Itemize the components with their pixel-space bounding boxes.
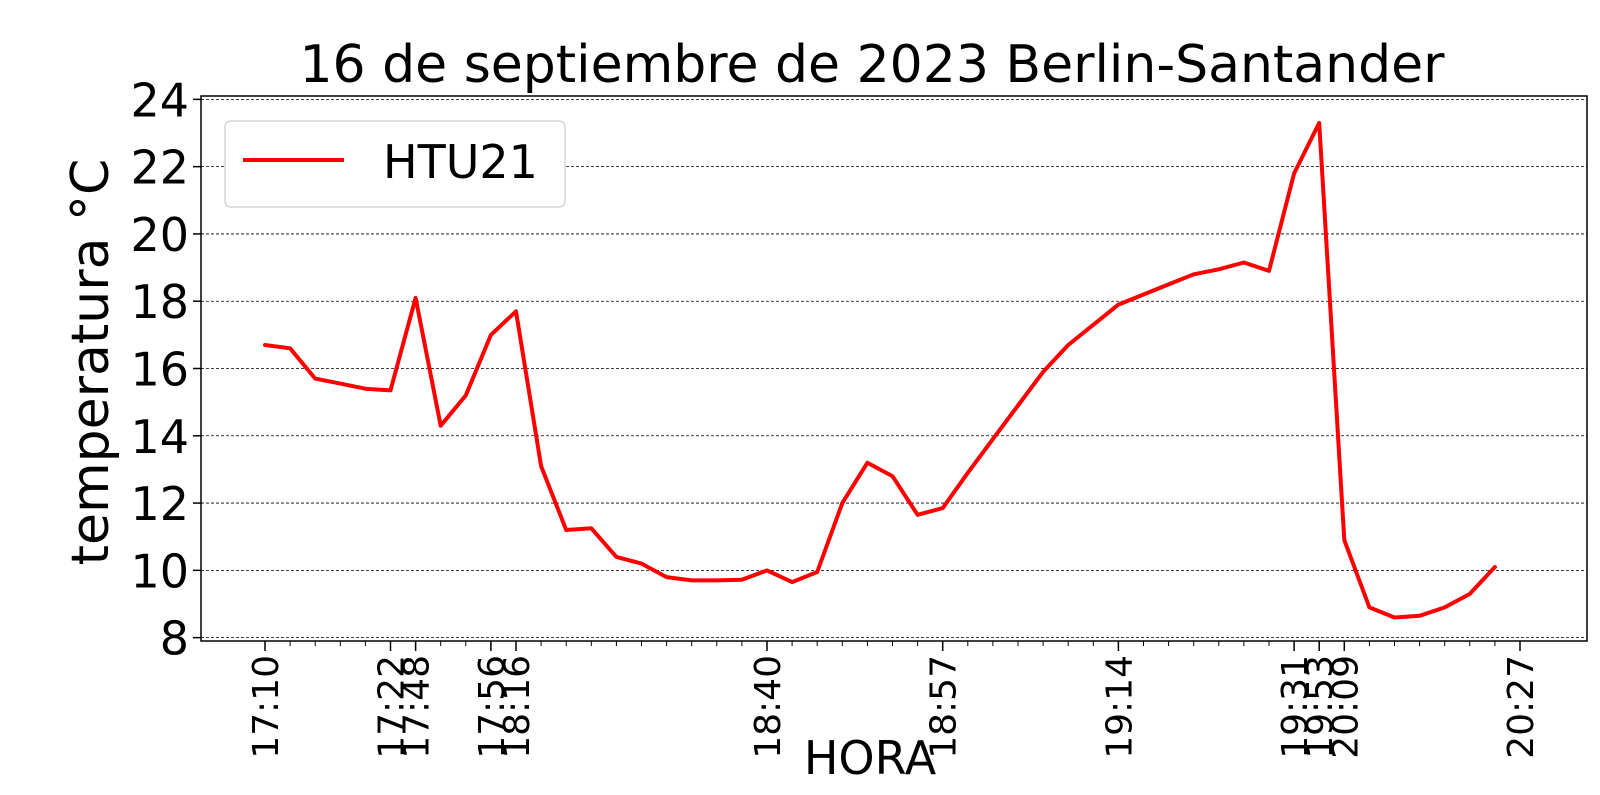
y-tick-label-12: 12 [130,477,189,531]
x-tick-label-19:14: 19:14 [1099,655,1140,759]
legend-label-htu21: HTU21 [383,135,538,189]
plot-series [263,120,1497,620]
legend: HTU21 [224,120,566,208]
x-tick-label-18:40: 18:40 [748,655,789,759]
y-axis-label: temperatura °C [61,159,121,566]
x-axis-label: HORA [804,731,937,785]
y-tick-label-16: 16 [130,343,189,397]
y-tick-label-14: 14 [130,410,189,464]
x-tick-label-20:27: 20:27 [1501,655,1542,759]
y-tick-label-24: 24 [130,73,189,127]
x-tick-label-17:56: 17:56 [472,655,513,759]
series-line-htu21 [263,120,1497,620]
legend-box [224,120,566,208]
y-tick-label-18: 18 [130,275,189,329]
x-tick-label-18:57: 18:57 [924,655,965,759]
x-tick-label-18:16: 18:16 [497,655,538,759]
x-tick-label-19:31: 19:31 [1275,655,1316,759]
y-tick-label-8: 8 [160,612,189,666]
y-axis: 8 10 12 14 16 18 20 22 24 [130,73,201,666]
grid-lines [201,98,1587,639]
x-tick-label-19:53: 19:53 [1300,655,1341,759]
x-tick-label-17:10: 17:10 [246,655,287,759]
y-tick-label-20: 20 [130,208,189,262]
y-tick-label-22: 22 [130,141,189,195]
x-tick-label-20:09: 20:09 [1325,655,1366,759]
y-tick-label-10: 10 [130,544,189,598]
plot-frame [200,95,1588,642]
x-tick-label-17:22: 17:22 [372,655,413,759]
x-tick-label-17:48: 17:48 [397,655,438,759]
chart-title: 16 de septiembre de 2023 Berlin-Santande… [299,35,1445,95]
